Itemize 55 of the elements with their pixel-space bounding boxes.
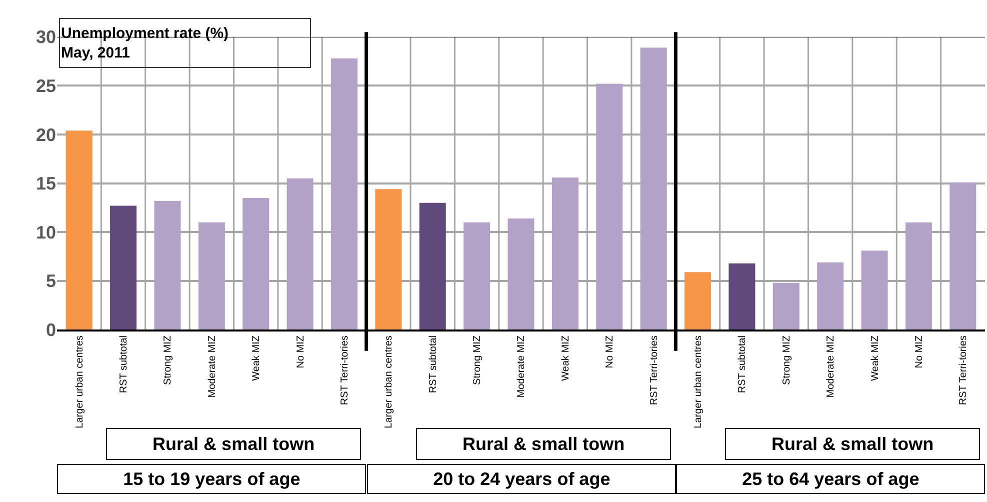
text: Rural & small town [152,434,315,454]
y-tick-label: 20 [36,124,56,145]
bar [330,58,358,330]
bar [154,200,181,330]
bar [508,218,534,330]
y-tick-label: 5 [46,271,56,292]
bar [375,189,402,330]
x-tick-label: RST Terri-tories [339,335,350,406]
x-tick-label: RST Terri-tories [648,335,660,406]
text: 15 to 19 years of age [123,469,300,489]
y-tick-label: 30 [36,27,56,48]
bar [772,282,800,330]
text: 20 to 24 years of age [433,469,610,489]
x-tick-label: No MIZ [295,335,306,368]
bar [950,182,976,330]
x-tick-label: RST subtotal [428,335,439,394]
bar [242,198,270,330]
x-tick-label: Moderate MIZ [206,335,218,398]
bar [419,202,446,330]
x-tick-label: Larger urban centres [693,335,704,428]
bar [728,263,756,330]
text: Rural & small town [772,434,934,454]
y-tick-label: 15 [36,174,56,194]
x-tick-label: Strong MIZ [162,335,174,385]
x-tick-label: No MIZ [604,335,616,368]
bar [198,222,225,330]
x-tick-label: Moderate MIZ [826,335,837,398]
text: 25 to 64 years of age [742,469,920,489]
text: Rural & small town [462,434,625,454]
x-tick-label: Moderate MIZ [516,335,528,398]
bar [286,178,314,330]
x-tick-label: No MIZ [914,335,925,368]
x-tick-label: Weak MIZ [870,335,881,381]
bar [861,250,888,330]
x-tick-label: RST subtotal [118,335,130,394]
bar [464,222,490,330]
bar [684,272,712,330]
bar [817,262,844,330]
y-tick-label: 25 [36,76,56,96]
bar [596,84,623,330]
y-tick-label: 10 [36,222,56,242]
x-tick-label: Weak MIZ [560,335,572,381]
x-tick-label: RST Terri-tories [958,335,970,406]
x-tick-label: Larger urban centres [74,335,86,428]
bar [640,48,667,330]
x-tick-label: Larger urban centres [384,335,395,428]
bar [905,222,932,330]
x-tick-label: Weak MIZ [251,335,262,381]
bar [110,206,137,330]
x-tick-label: Strong MIZ [472,335,484,385]
y-tick-label: 0 [46,320,56,340]
x-tick-label: Strong MIZ [781,335,792,385]
bar [552,177,578,330]
x-tick-label: RST subtotal [737,335,748,394]
bar [66,130,92,330]
